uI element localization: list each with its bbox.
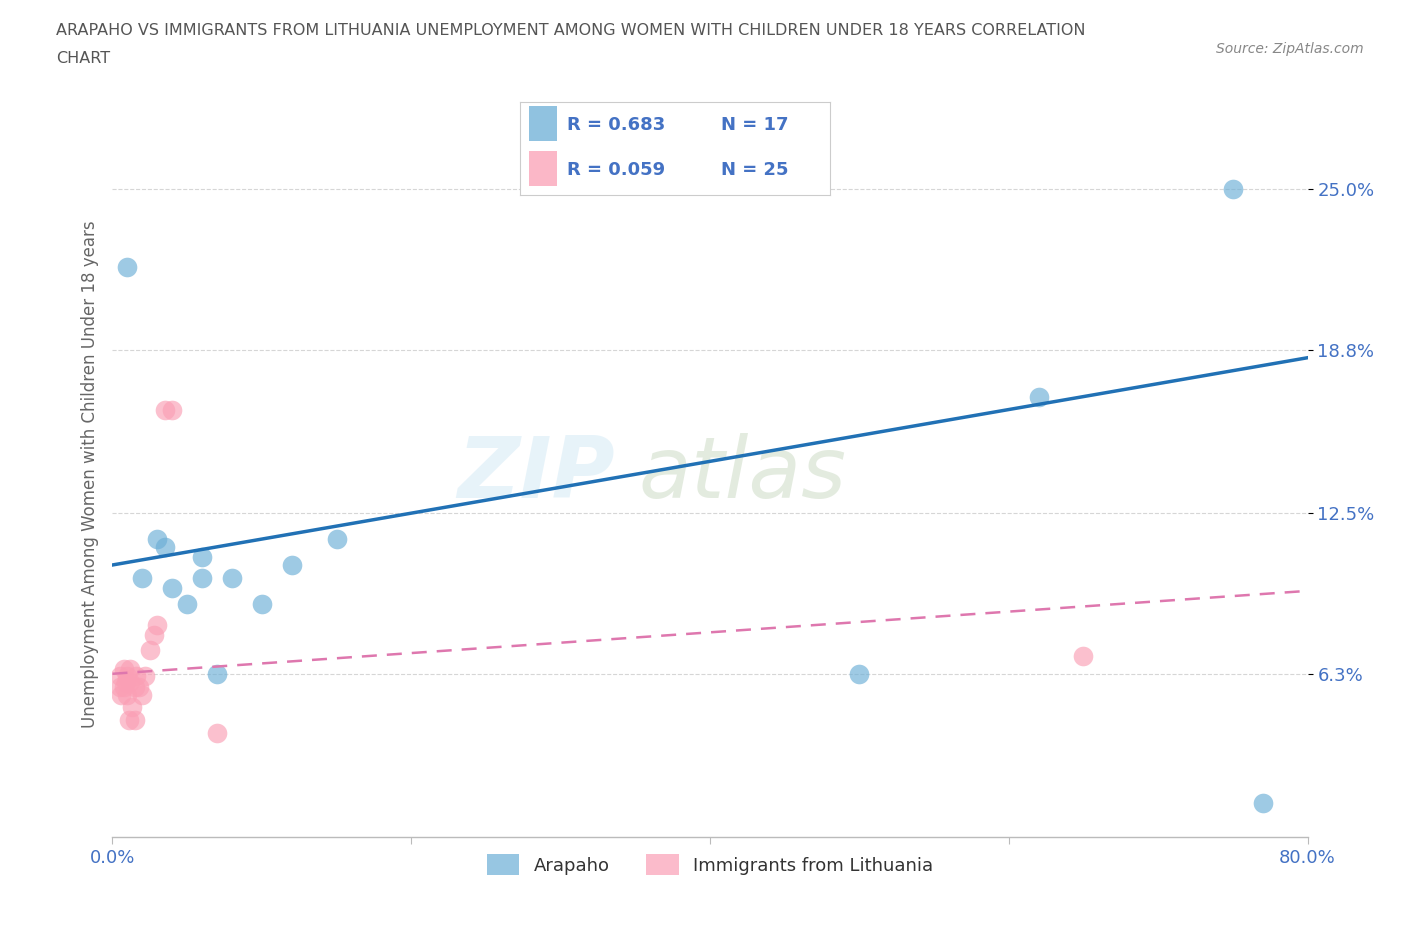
Legend: Arapaho, Immigrants from Lithuania: Arapaho, Immigrants from Lithuania xyxy=(479,847,941,883)
Point xyxy=(117,259,139,274)
Point xyxy=(117,687,139,702)
Point xyxy=(191,570,214,585)
Text: atlas: atlas xyxy=(638,432,846,516)
Point xyxy=(114,661,135,676)
Point xyxy=(281,558,304,573)
Text: ZIP: ZIP xyxy=(457,432,614,516)
Point xyxy=(146,532,169,547)
Text: CHART: CHART xyxy=(56,51,110,66)
Point xyxy=(124,679,146,694)
Point xyxy=(221,570,243,585)
Point xyxy=(205,726,228,741)
Point xyxy=(128,679,150,694)
Text: ARAPAHO VS IMMIGRANTS FROM LITHUANIA UNEMPLOYMENT AMONG WOMEN WITH CHILDREN UNDE: ARAPAHO VS IMMIGRANTS FROM LITHUANIA UNE… xyxy=(56,23,1085,38)
Point xyxy=(176,596,198,611)
Point xyxy=(1251,796,1274,811)
Point xyxy=(108,669,131,684)
Point xyxy=(118,713,141,728)
Text: N = 17: N = 17 xyxy=(721,115,789,134)
Point xyxy=(143,628,166,643)
Point xyxy=(191,550,214,565)
Point xyxy=(125,669,148,684)
Point xyxy=(162,402,183,417)
Point xyxy=(325,532,347,547)
Point xyxy=(1222,182,1244,197)
Point xyxy=(117,669,139,684)
Point xyxy=(120,674,142,689)
Bar xyxy=(530,106,557,141)
Text: R = 0.059: R = 0.059 xyxy=(567,161,665,179)
Point xyxy=(146,618,169,632)
Point xyxy=(848,667,870,682)
Point xyxy=(1028,389,1050,404)
Bar xyxy=(530,151,557,186)
Point xyxy=(115,674,138,689)
Point xyxy=(153,539,176,554)
Text: R = 0.683: R = 0.683 xyxy=(567,115,665,134)
Point xyxy=(1073,648,1095,663)
Text: Source: ZipAtlas.com: Source: ZipAtlas.com xyxy=(1216,42,1364,56)
Point xyxy=(110,687,132,702)
Point xyxy=(121,700,143,715)
Point xyxy=(134,669,156,684)
Point xyxy=(108,679,131,694)
Point xyxy=(131,687,153,702)
Point xyxy=(153,402,176,417)
Point xyxy=(124,713,146,728)
Text: N = 25: N = 25 xyxy=(721,161,789,179)
Point xyxy=(114,679,135,694)
Point xyxy=(250,596,273,611)
Point xyxy=(205,667,228,682)
Point xyxy=(120,661,142,676)
Point xyxy=(131,570,153,585)
Y-axis label: Unemployment Among Women with Children Under 18 years: Unemployment Among Women with Children U… xyxy=(80,220,98,728)
Point xyxy=(139,643,162,658)
Point xyxy=(162,581,183,596)
